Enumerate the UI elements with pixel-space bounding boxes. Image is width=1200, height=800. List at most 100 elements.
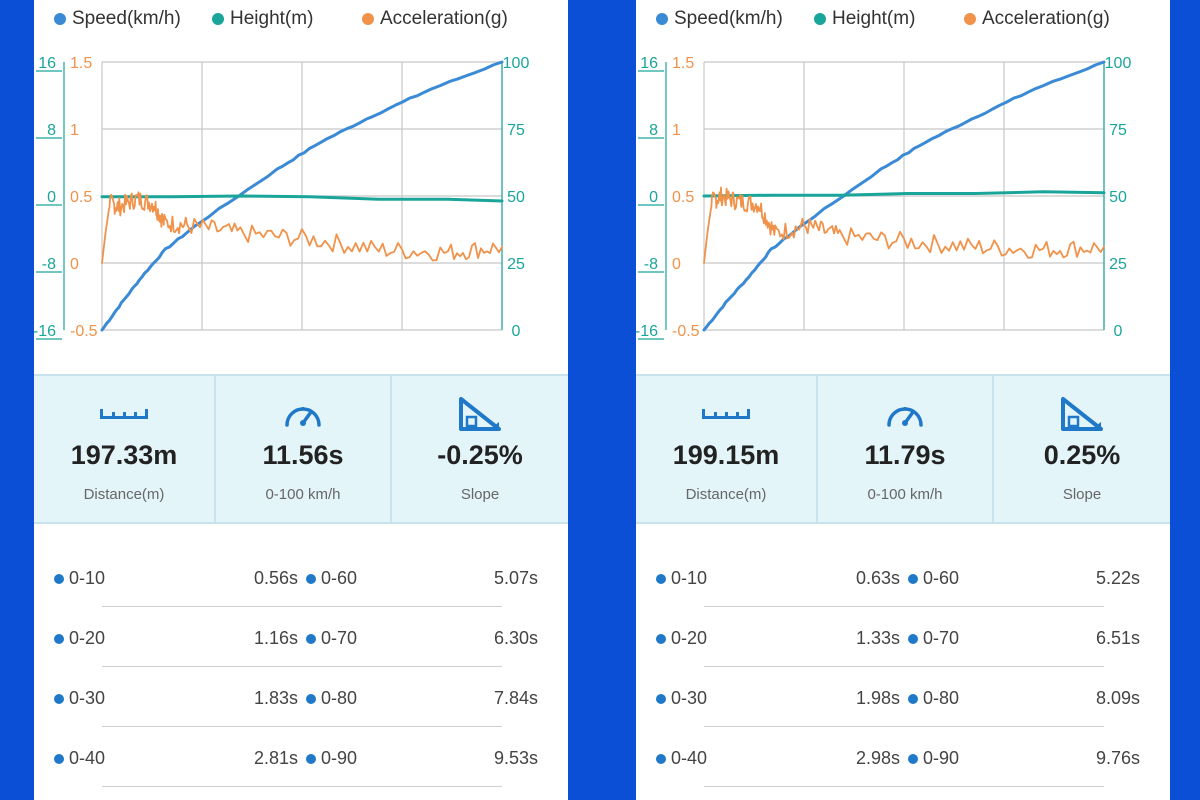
bullet-dot-icon [908,753,918,764]
chart-svg: 16 8 0 -8 -16 1.5 1 0.5 0 -0.5 100 75 50 25 0 [34,55,529,340]
legend-item-height[interactable]: Height(m) [212,8,313,30]
split-time-right: 6.51s [1095,628,1140,648]
legend-label-acceleration: Acceleration(g) [982,8,1110,29]
split-label-left: 0-20 [54,628,105,649]
split-label-left: 0-40 [656,748,707,769]
split-range: 0-10 [69,568,106,588]
series-line-height [100,194,504,203]
accel-tick-label: 1 [70,122,79,139]
bullet-dot-icon [656,693,666,704]
legend-dot-height [814,13,826,25]
slope-value: -0.25% [437,440,523,470]
distance-value: 199.15m [672,440,780,470]
performance-chart[interactable]: 16 8 0 -8 -16 1.5 1 0.5 0 -0.5 100 75 50 25 0 [636,48,1170,348]
split-row: 0-30 1.83s 0-80 7.84s [34,668,568,728]
split-time-left: 1.16s [253,628,298,648]
legend-label-speed: Speed(km/h) [72,8,181,29]
bullet-dot-icon [54,573,64,584]
split-divider [704,606,1104,607]
split-time-right: 5.07s [493,568,538,588]
accel-tick-label: 1.5 [672,55,694,72]
speed-tick-label: 25 [507,256,525,273]
acceleration-time-label: 0-100 km/h [867,486,943,503]
height-tick-label: 8 [47,122,56,139]
split-row: 0-10 0.63s 0-60 5.22s [636,548,1170,608]
height-tick-label: 8 [649,122,658,139]
split-label-right: 0-90 [306,748,357,769]
accel-tick-label: 0.5 [70,189,92,206]
split-divider [102,606,502,607]
speedometer-icon [818,396,992,432]
bullet-dot-icon [656,573,666,584]
bullet-dot-icon [908,633,918,644]
accel-tick-label: 0 [672,256,681,273]
legend-label-height: Height(m) [230,8,314,29]
split-range: 0-20 [69,628,106,648]
stat-distance: 199.15m Distance(m) [636,376,816,522]
legend-item-speed[interactable]: Speed(km/h) [54,8,181,30]
split-divider [704,666,1104,667]
legend-dot-speed [54,13,66,25]
stat-acceleration-time: 11.56s 0-100 km/h [214,376,390,522]
height-tick-label: -8 [644,256,658,273]
legend-item-acceleration[interactable]: Acceleration(g) [964,8,1110,30]
stat-distance: 197.33m Distance(m) [34,376,214,522]
split-time-right: 7.84s [493,688,538,708]
height-tick-label: 0 [47,189,56,206]
speed-tick-label: 25 [1109,256,1127,273]
series-line-height [702,190,1106,198]
distance-value: 197.33m [70,440,178,470]
speedometer-icon [216,396,390,432]
split-row: 0-10 0.56s 0-60 5.07s [34,548,568,608]
split-label-left: 0-10 [656,568,707,589]
slope-label: Slope [1062,486,1102,503]
legend-dot-speed [656,13,668,25]
split-divider [102,666,502,667]
legend-item-speed[interactable]: Speed(km/h) [656,8,783,30]
chart-svg: 16 8 0 -8 -16 1.5 1 0.5 0 -0.5 100 75 50 25 0 [636,55,1131,340]
slope-value: 0.25% [1043,440,1121,470]
legend-item-acceleration[interactable]: Acceleration(g) [362,8,508,30]
accel-tick-label: -0.5 [70,323,98,340]
bullet-dot-icon [54,693,64,704]
legend-dot-acceleration [964,13,976,25]
slope-icon [994,396,1170,432]
split-time-right: 8.09s [1095,688,1140,708]
ruler-icon [34,396,214,432]
split-label-right: 0-80 [908,688,959,709]
result-panel: Speed(km/h) Height(m) Acceleration(g) 16… [34,0,568,800]
speed-tick-label: 50 [507,189,525,206]
split-label-right: 0-80 [306,688,357,709]
accel-tick-label: 1 [672,122,681,139]
split-divider [704,786,1104,787]
stat-slope: 0.25% Slope [992,376,1170,522]
split-label-left: 0-10 [54,568,105,589]
bullet-dot-icon [306,633,316,644]
slope-label: Slope [460,486,500,503]
performance-chart[interactable]: 16 8 0 -8 -16 1.5 1 0.5 0 -0.5 100 75 50 25 0 [34,48,568,348]
bullet-dot-icon [908,693,918,704]
speed-tick-label: 0 [512,323,521,340]
split-time-right: 5.22s [1095,568,1140,588]
speed-tick-label: 75 [507,122,525,139]
split-time-left: 0.63s [855,568,900,588]
split-range: 0-10 [671,568,708,588]
split-time-right: 9.53s [493,748,538,768]
legend-label-speed: Speed(km/h) [674,8,783,29]
split-label-left: 0-30 [54,688,105,709]
legend-item-height[interactable]: Height(m) [814,8,915,30]
height-tick-label: -16 [636,323,658,340]
split-label-right: 0-70 [908,628,959,649]
series-line-accel [101,191,503,264]
stat-slope: -0.25% Slope [390,376,568,522]
distance-label: Distance(m) [83,486,165,503]
stats-bar: 199.15m Distance(m) 11.79s 0-100 km/h [636,374,1170,524]
split-label-right: 0-70 [306,628,357,649]
bullet-dot-icon [306,573,316,584]
speed-tick-label: 0 [1114,323,1123,340]
accel-tick-label: -0.5 [672,323,700,340]
split-range: 0-70 [923,628,960,648]
accel-tick-label: 0.5 [672,189,694,206]
split-label-left: 0-30 [656,688,707,709]
height-tick-label: 0 [649,189,658,206]
